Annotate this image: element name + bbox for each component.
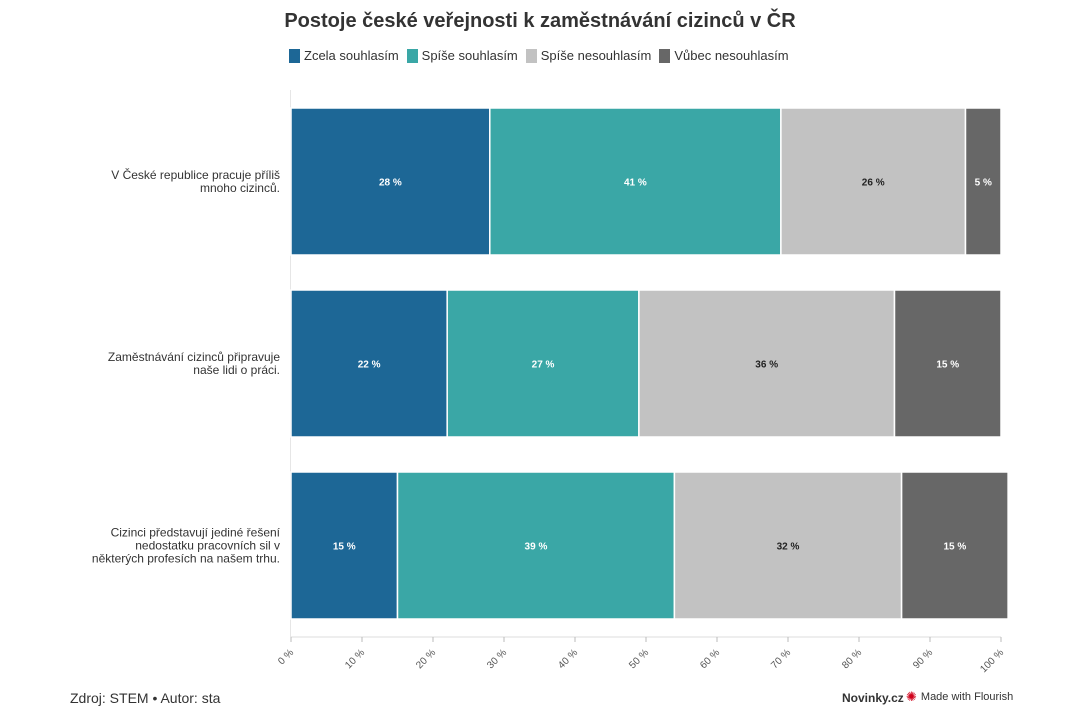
flourish-credit[interactable]: ✺ Made with Flourish: [906, 689, 1014, 704]
bar-segment: [290, 471, 399, 620]
legend-swatch: [659, 48, 671, 63]
x-tick-label: 30 %: [485, 647, 509, 671]
data-label: 15 %: [936, 360, 959, 371]
legend-label: Zcela souhlasím: [304, 48, 399, 63]
x-tick-label: 0 %: [276, 647, 296, 667]
data-label: 22 %: [358, 360, 381, 371]
flourish-icon: ✺: [906, 689, 917, 704]
data-label: 39 %: [525, 542, 548, 553]
x-tick-label: 10 %: [343, 647, 367, 671]
bar-segment: [290, 107, 491, 256]
category-label: Cizinci představují jediné řešení: [111, 526, 281, 540]
legend-label: Spíše souhlasím: [421, 48, 518, 63]
bar-segment: [638, 289, 896, 438]
data-label: 15 %: [943, 542, 966, 553]
data-label: 28 %: [379, 178, 402, 189]
flourish-label: Made with Flourish: [920, 691, 1014, 703]
chart-title: Postoje české veřejnosti k zaměstnávání …: [284, 10, 796, 32]
x-tick-label: 60 %: [698, 647, 722, 671]
category-label: mnoho cizinců.: [200, 181, 280, 195]
data-label: 5 %: [975, 178, 992, 189]
legend-swatch: [289, 48, 300, 63]
category-label: nedostatku pracovních sil v: [135, 539, 280, 553]
bar-segment: [396, 471, 676, 620]
category-label: V České republice pracuje příliš: [111, 167, 280, 182]
legend-swatch: [406, 48, 418, 63]
data-label: 36 %: [755, 360, 778, 371]
bar-segment: [446, 289, 640, 438]
legend-label: Vůbec nesouhlasím: [674, 48, 789, 63]
source-note: Zdroj: STEM • Autor: sta: [70, 690, 221, 706]
bar-segment: [290, 289, 448, 438]
category-label: některých profesích na našem trhu.: [92, 552, 280, 566]
x-tick-label: 90 %: [911, 647, 935, 671]
x-tick-label: 80 %: [840, 647, 864, 671]
bar-segment: [893, 289, 1002, 438]
x-tick-label: 40 %: [556, 647, 580, 671]
legend-item-vubec[interactable]: Vůbec nesouhlasím: [659, 48, 789, 63]
data-label: 32 %: [777, 542, 800, 553]
x-tick-label: 70 %: [769, 647, 793, 671]
brand-logo[interactable]: Novinky.cz: [842, 691, 904, 705]
legend-item-zcela[interactable]: Zcela souhlasím: [289, 48, 399, 63]
bar-segment: [900, 471, 1009, 620]
data-label: 15 %: [333, 542, 356, 553]
legend-item-spise-souhlasim[interactable]: Spíše souhlasím: [406, 48, 518, 63]
bar-segment: [673, 471, 903, 620]
data-label: 26 %: [862, 178, 885, 189]
data-label: 27 %: [532, 360, 555, 371]
bar-segment: [489, 107, 782, 256]
x-tick-label: 100 %: [978, 647, 1006, 675]
chart-legend: Zcela souhlasím Spíše souhlasím Spíše ne…: [289, 48, 789, 63]
x-tick-label: 20 %: [414, 647, 438, 671]
legend-item-spise-nesouhlasim[interactable]: Spíše nesouhlasím: [525, 48, 652, 63]
category-label: naše lidi o práci.: [193, 363, 280, 377]
x-tick-label: 50 %: [627, 647, 651, 671]
legend-swatch: [525, 48, 537, 63]
bar-segment: [964, 107, 1002, 256]
category-label: Zaměstnávání cizinců připravuje: [108, 350, 280, 364]
legend-label: Spíše nesouhlasím: [540, 48, 652, 63]
data-label: 41 %: [624, 178, 647, 189]
